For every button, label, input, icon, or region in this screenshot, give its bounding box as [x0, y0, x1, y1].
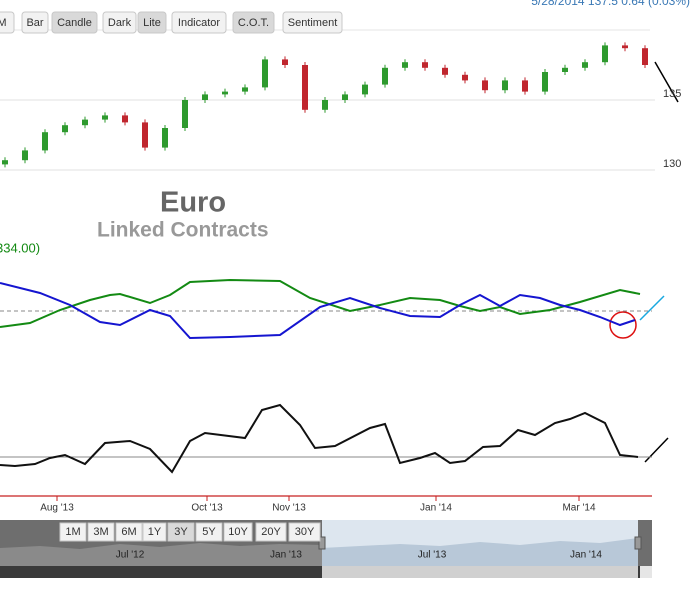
- range-button-label: 5Y: [202, 526, 216, 538]
- range-button[interactable]: [195, 522, 223, 542]
- value-label: 334.00): [0, 240, 40, 255]
- candle: [462, 74, 468, 81]
- range-button-label: 3M: [93, 526, 108, 538]
- x-tick-label: Nov '13: [272, 503, 306, 514]
- navigator-label: Jul '12: [116, 550, 145, 561]
- candle: [122, 115, 128, 123]
- projection: [639, 295, 665, 321]
- line-series: [0, 282, 636, 340]
- navigator-label: Jan '13: [270, 550, 302, 561]
- range-button-label: 20Y: [261, 526, 281, 538]
- y-tick-label: 135: [663, 88, 681, 100]
- toolbar-button[interactable]: [282, 11, 343, 34]
- candle: [562, 67, 568, 72]
- range-button-label: 10Y: [228, 526, 248, 538]
- toolbar-button[interactable]: [21, 11, 49, 34]
- overlay-title: Euro: [160, 187, 226, 219]
- candle: [402, 62, 408, 68]
- range-button[interactable]: [87, 522, 115, 542]
- candle: [282, 59, 288, 65]
- range-button-label: 1M: [65, 526, 80, 538]
- candle: [82, 119, 88, 126]
- candle: [62, 125, 68, 133]
- navigator-label: Jul '13: [418, 550, 447, 561]
- candle: [262, 59, 268, 88]
- navigator-handle[interactable]: [634, 536, 642, 550]
- toolbar-button-label: Bar: [26, 17, 43, 29]
- candle: [362, 84, 368, 95]
- candle: [482, 80, 488, 91]
- toolbar-button-label: Candle: [57, 17, 92, 29]
- range-button[interactable]: [142, 522, 167, 542]
- toolbar-button[interactable]: [232, 11, 275, 34]
- x-tick-label: Oct '13: [191, 503, 223, 514]
- toolbar-button-label: Indicator: [178, 17, 221, 29]
- toolbar-button-label: Dark: [108, 17, 132, 29]
- range-button-label: 1Y: [148, 526, 162, 538]
- projection: [644, 437, 669, 463]
- candle: [622, 45, 628, 49]
- candle: [542, 72, 548, 92]
- candle: [582, 62, 588, 68]
- candle: [22, 150, 28, 161]
- candle: [642, 48, 648, 65]
- candle: [102, 115, 108, 120]
- x-tick-label: Jan '14: [420, 503, 452, 514]
- range-button[interactable]: [288, 522, 321, 542]
- toolbar-button[interactable]: [51, 11, 98, 34]
- range-button[interactable]: [59, 522, 87, 542]
- candle: [602, 45, 608, 63]
- toolbar-button[interactable]: [171, 11, 227, 34]
- range-button-label: 3Y: [174, 526, 188, 538]
- candle: [242, 87, 248, 92]
- navigator-label: Jan '14: [570, 550, 602, 561]
- candle: [162, 128, 168, 148]
- toolbar-button[interactable]: [0, 11, 15, 34]
- highlight-circle: [609, 311, 637, 339]
- candle: [322, 100, 328, 110]
- toolbar-button[interactable]: [137, 11, 167, 34]
- scrollbar-thumb[interactable]: [322, 566, 638, 578]
- candle: [42, 132, 48, 151]
- candle: [382, 67, 388, 85]
- candle: [202, 94, 208, 100]
- candle: [502, 80, 508, 91]
- candle: [182, 100, 188, 128]
- candle: [2, 160, 8, 165]
- range-button[interactable]: [167, 522, 195, 542]
- y-tick-label: 130: [663, 158, 681, 170]
- quote: 5/28/2014 137.5 0.64 (0.03%): [531, 0, 690, 8]
- candle: [302, 65, 308, 110]
- toolbar-button-label: C.O.T.: [238, 17, 269, 29]
- toolbar-button-label: Lite: [143, 17, 161, 29]
- range-button[interactable]: [223, 522, 253, 542]
- range-button-label: 30Y: [295, 526, 315, 538]
- scroll-arrow[interactable]: [640, 566, 652, 578]
- candle: [222, 91, 228, 95]
- candle: [522, 80, 528, 92]
- range-button[interactable]: [255, 522, 287, 542]
- line-series: [0, 403, 639, 474]
- navigator-area: [322, 538, 638, 566]
- candle: [142, 122, 148, 148]
- projection: [654, 61, 679, 103]
- x-tick-label: Aug '13: [40, 503, 74, 514]
- candle: [442, 67, 448, 75]
- toolbar-button-label: Sentiment: [288, 17, 338, 29]
- overlay-subtitle: Linked Contracts: [97, 219, 269, 242]
- candle: [342, 94, 348, 100]
- toolbar-button[interactable]: [102, 11, 137, 34]
- x-tick-label: Mar '14: [562, 503, 595, 514]
- navigator-handle[interactable]: [318, 536, 326, 550]
- toolbar-button-label: M: [0, 17, 7, 29]
- range-button-label: 6M: [121, 526, 136, 538]
- candle: [422, 62, 428, 68]
- range-button[interactable]: [115, 522, 143, 542]
